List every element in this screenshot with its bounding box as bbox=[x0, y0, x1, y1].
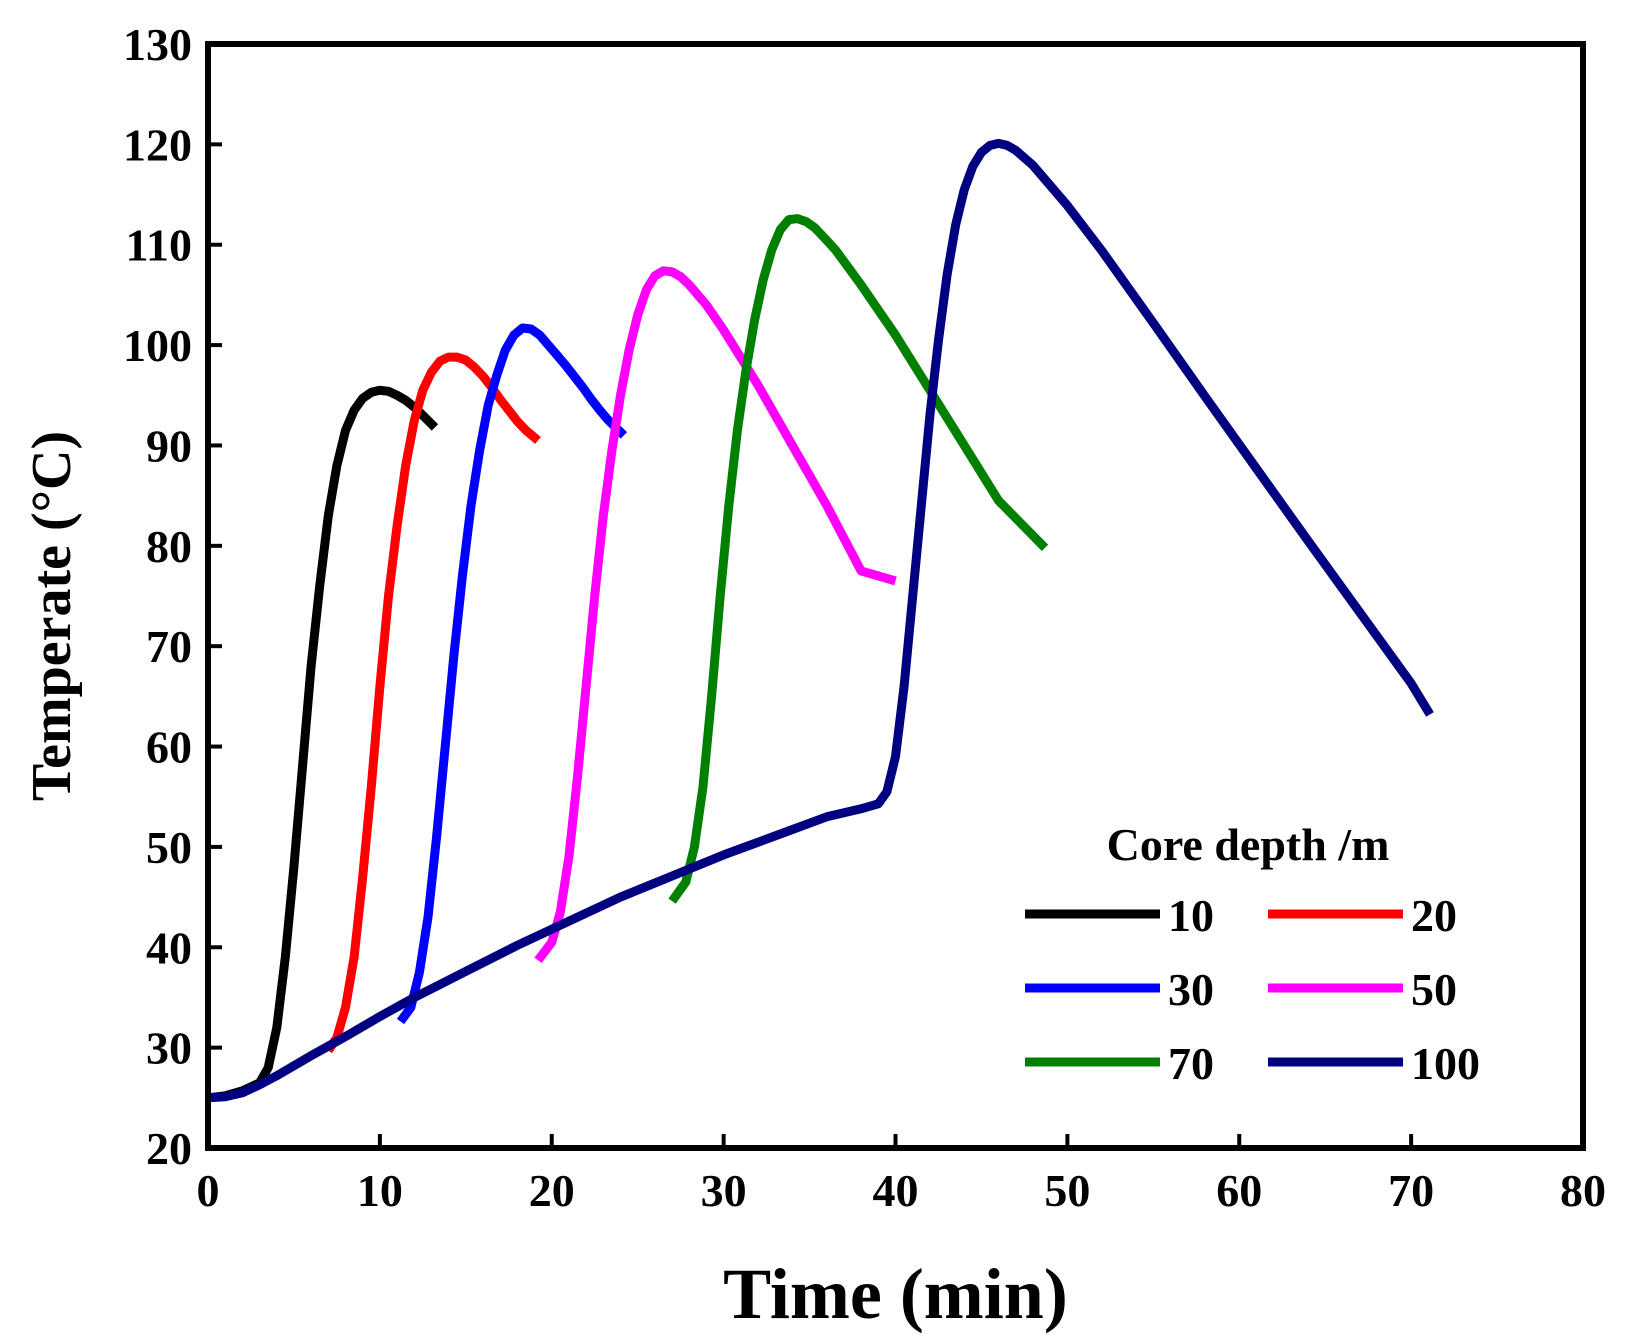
y-tick-label-40: 40 bbox=[146, 922, 192, 973]
x-tick-label-80: 80 bbox=[1560, 1165, 1606, 1216]
legend-label-50: 50 bbox=[1411, 964, 1457, 1015]
y-tick-label-110: 110 bbox=[126, 220, 192, 271]
series-line-100 bbox=[207, 138, 1434, 1103]
x-tick-label-20: 20 bbox=[529, 1165, 575, 1216]
x-axis-title: Time (min) bbox=[723, 1254, 1068, 1334]
x-tick-label-10: 10 bbox=[357, 1165, 403, 1216]
x-tick-label-60: 60 bbox=[1216, 1165, 1262, 1216]
y-tick-label-130: 130 bbox=[123, 19, 192, 70]
y-tick-label-90: 90 bbox=[146, 420, 192, 471]
legend: Core depth /m 10 20 30 50 70 100 bbox=[1025, 819, 1480, 1089]
y-tick-label-30: 30 bbox=[146, 1023, 192, 1074]
x-tick-label-70: 70 bbox=[1388, 1165, 1434, 1216]
axis-layer: 0 10 20 30 40 50 60 70 80 20 30 40 50 60 70 80 90 100 110 1… bbox=[123, 19, 1606, 1216]
y-tick-label-50: 50 bbox=[146, 822, 192, 873]
x-tick-label-40: 40 bbox=[873, 1165, 919, 1216]
y-tick-label-60: 60 bbox=[146, 722, 192, 773]
series-layer bbox=[207, 138, 1434, 1103]
y-tick-label-70: 70 bbox=[146, 621, 192, 672]
y-tick-label-100: 100 bbox=[123, 320, 192, 371]
series-line-70 bbox=[668, 214, 1049, 904]
series-line-10 bbox=[207, 385, 439, 1103]
x-tick-label-30: 30 bbox=[701, 1165, 747, 1216]
y-tick-label-80: 80 bbox=[146, 521, 192, 572]
series-line-20 bbox=[324, 352, 541, 1054]
legend-label-30: 30 bbox=[1168, 964, 1214, 1015]
legend-title: Core depth /m bbox=[1107, 819, 1390, 870]
y-tick-label-20: 20 bbox=[146, 1123, 192, 1174]
legend-label-20: 20 bbox=[1411, 890, 1457, 941]
y-tick-label-120: 120 bbox=[123, 119, 192, 170]
x-tick-label-50: 50 bbox=[1044, 1165, 1090, 1216]
legend-label-10: 10 bbox=[1168, 890, 1214, 941]
legend-label-100: 100 bbox=[1411, 1038, 1480, 1089]
x-tick-label-0: 0 bbox=[197, 1165, 220, 1216]
legend-label-70: 70 bbox=[1168, 1038, 1214, 1089]
y-axis-title: Temperate (°C) bbox=[21, 431, 83, 801]
series-line-30 bbox=[396, 323, 628, 1025]
series-line-50 bbox=[534, 266, 897, 964]
